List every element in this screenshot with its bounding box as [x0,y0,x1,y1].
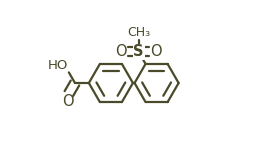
Text: S: S [133,44,144,59]
Text: O: O [115,44,127,59]
Text: O: O [150,44,162,59]
Text: HO: HO [48,59,68,72]
Text: CH₃: CH₃ [127,26,150,39]
Text: O: O [62,94,74,109]
